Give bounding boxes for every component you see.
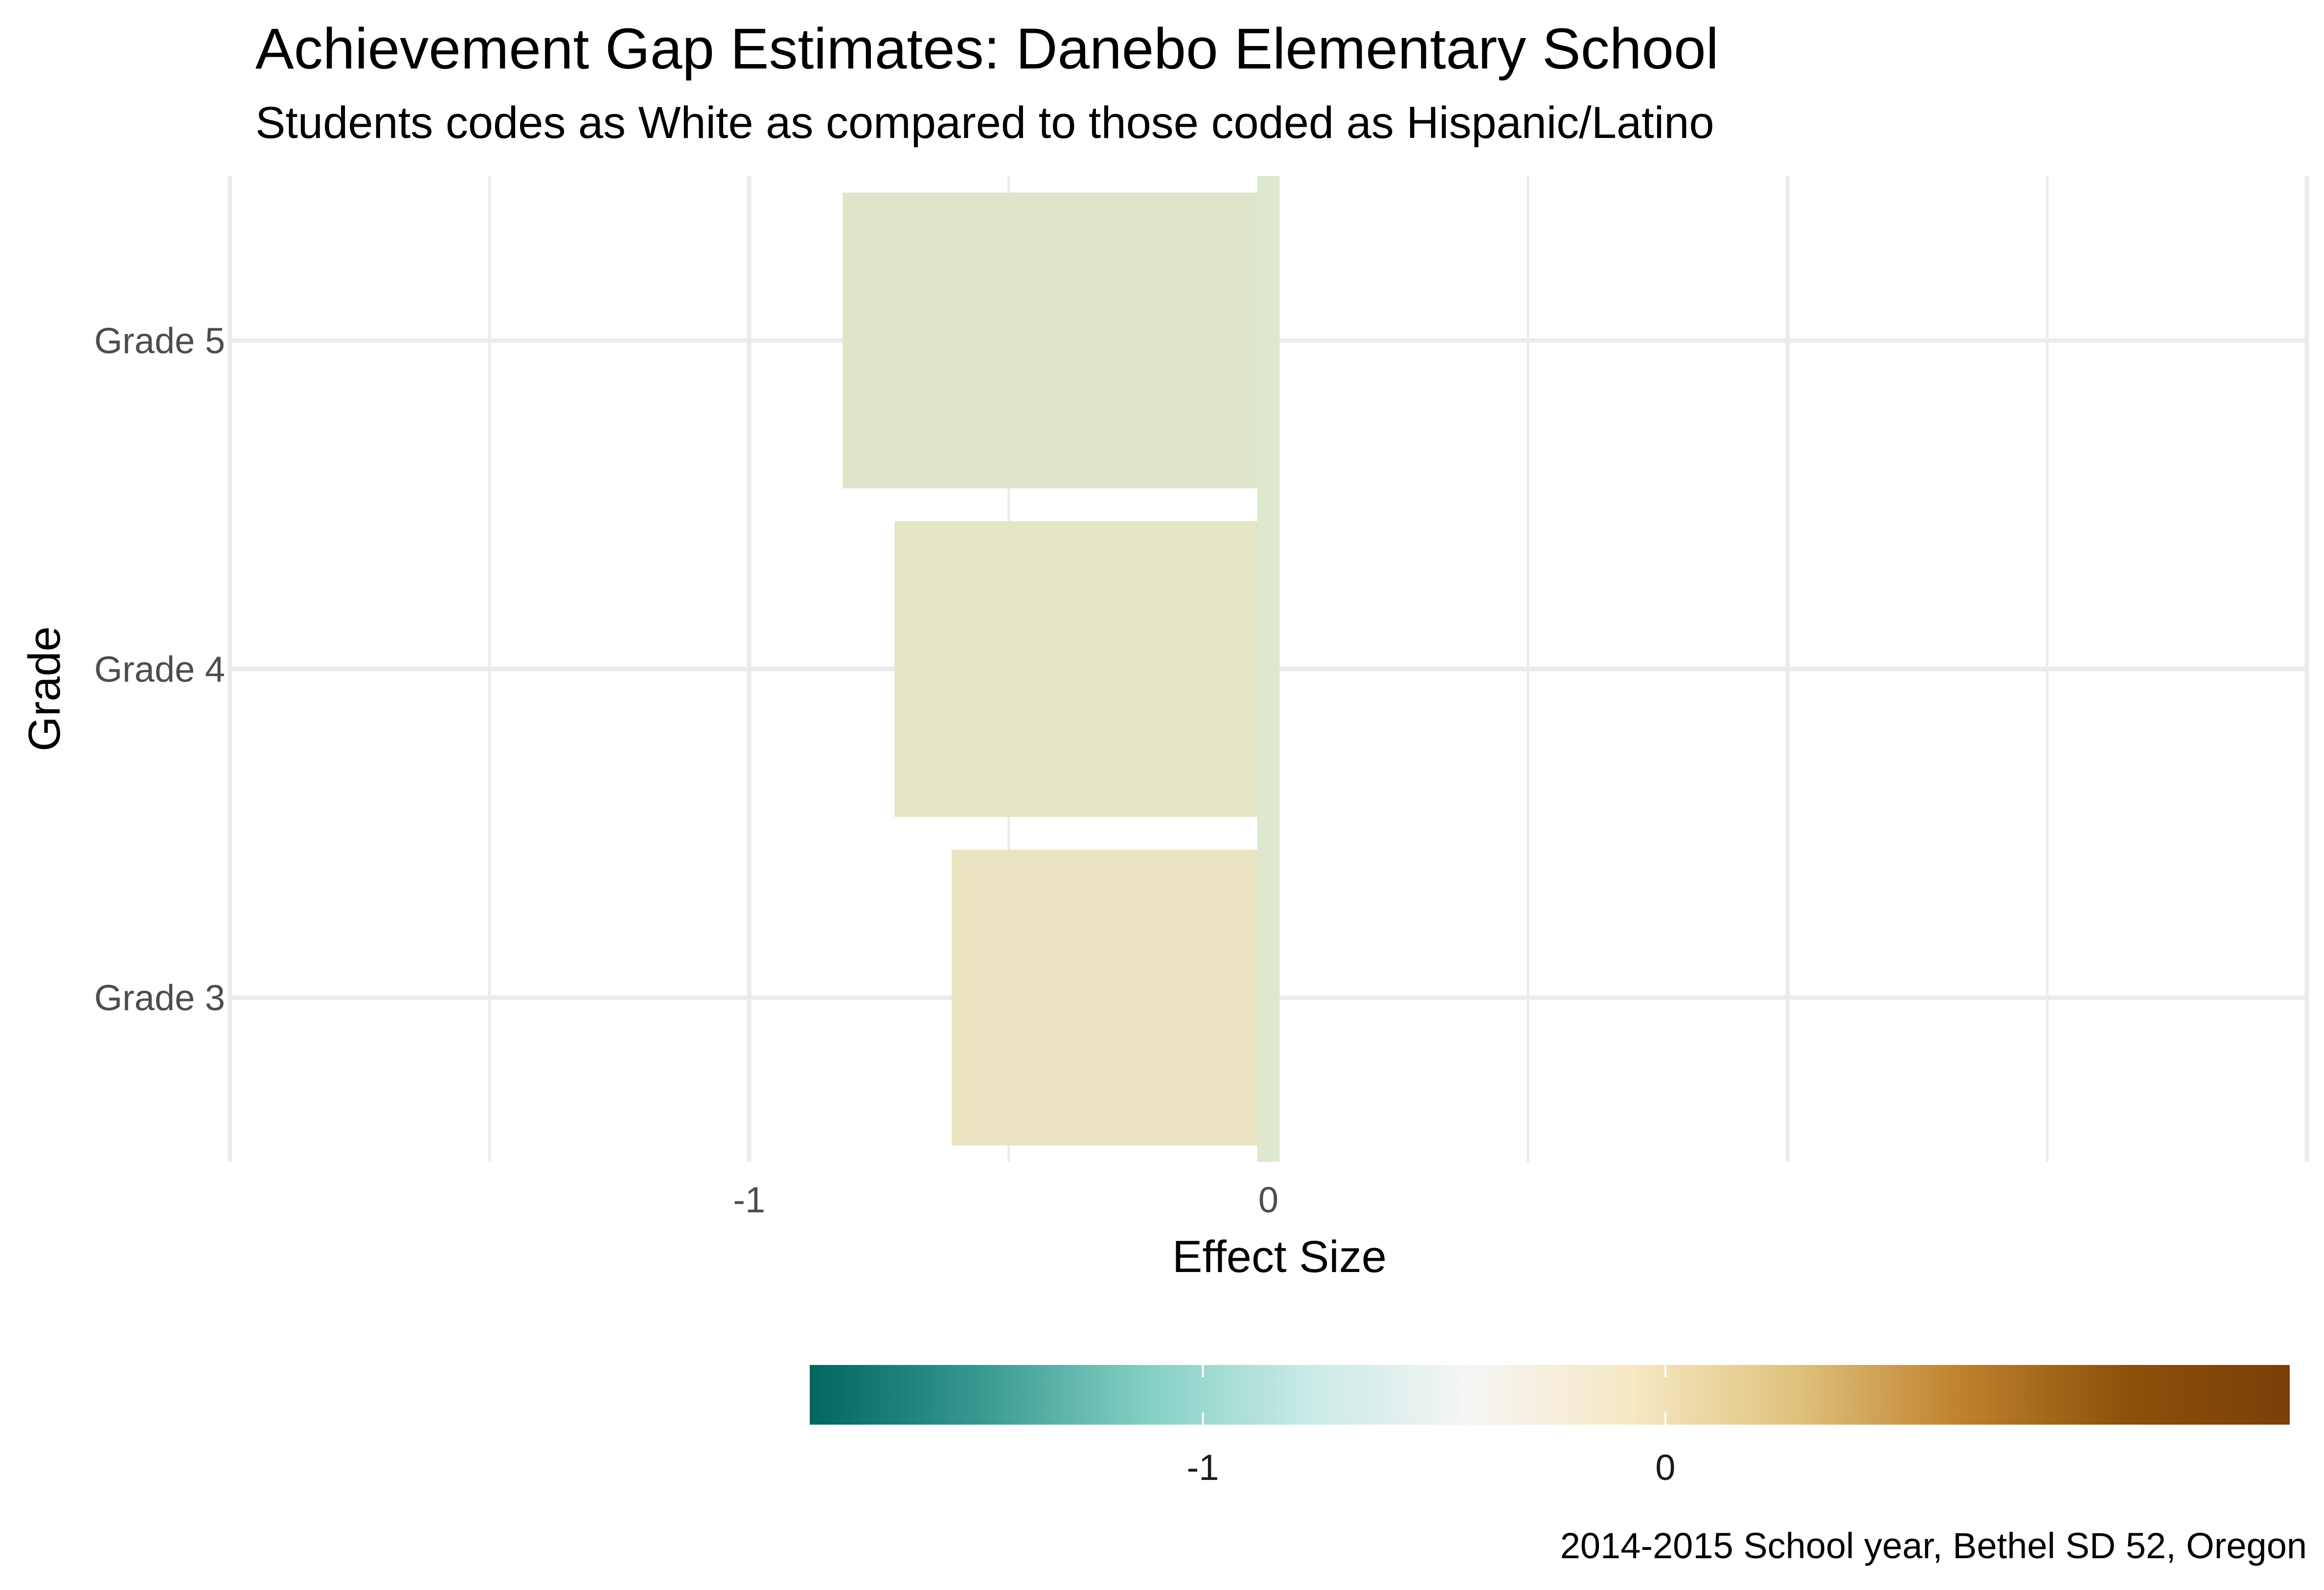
colorbar-ticks: -1 0 <box>1187 1365 1675 1488</box>
chart-title: Achievement Gap Estimates: Danebo Elemen… <box>255 17 1719 81</box>
y-tick-label: Grade 3 <box>94 977 225 1018</box>
x-axis-title: Effect Size <box>1172 1232 1387 1282</box>
x-tick-label: -1 <box>733 1180 765 1220</box>
x-tick-label: 0 <box>1258 1180 1278 1220</box>
colorbar-tick-label: 0 <box>1655 1447 1675 1488</box>
color-legend: -1 0 <box>810 1365 2290 1488</box>
bar <box>952 849 1269 1146</box>
bars <box>843 192 1269 1146</box>
y-tick-label: Grade 5 <box>94 320 225 361</box>
y-axis-title: Grade <box>20 626 69 751</box>
chart-subtitle: Students codes as White as compared to t… <box>255 98 1714 148</box>
colorbar-tick-label: -1 <box>1187 1447 1219 1488</box>
chart-caption: 2014-2015 School year, Bethel SD 52, Ore… <box>1560 1525 2307 1566</box>
bar <box>894 521 1269 817</box>
x-axis-tick-labels: -1 0 <box>733 1180 1278 1220</box>
y-axis-tick-labels: Grade 3 Grade 4 Grade 5 <box>94 320 225 1018</box>
bar <box>843 192 1269 489</box>
y-tick-label: Grade 4 <box>94 649 225 690</box>
colorbar <box>810 1365 2290 1425</box>
